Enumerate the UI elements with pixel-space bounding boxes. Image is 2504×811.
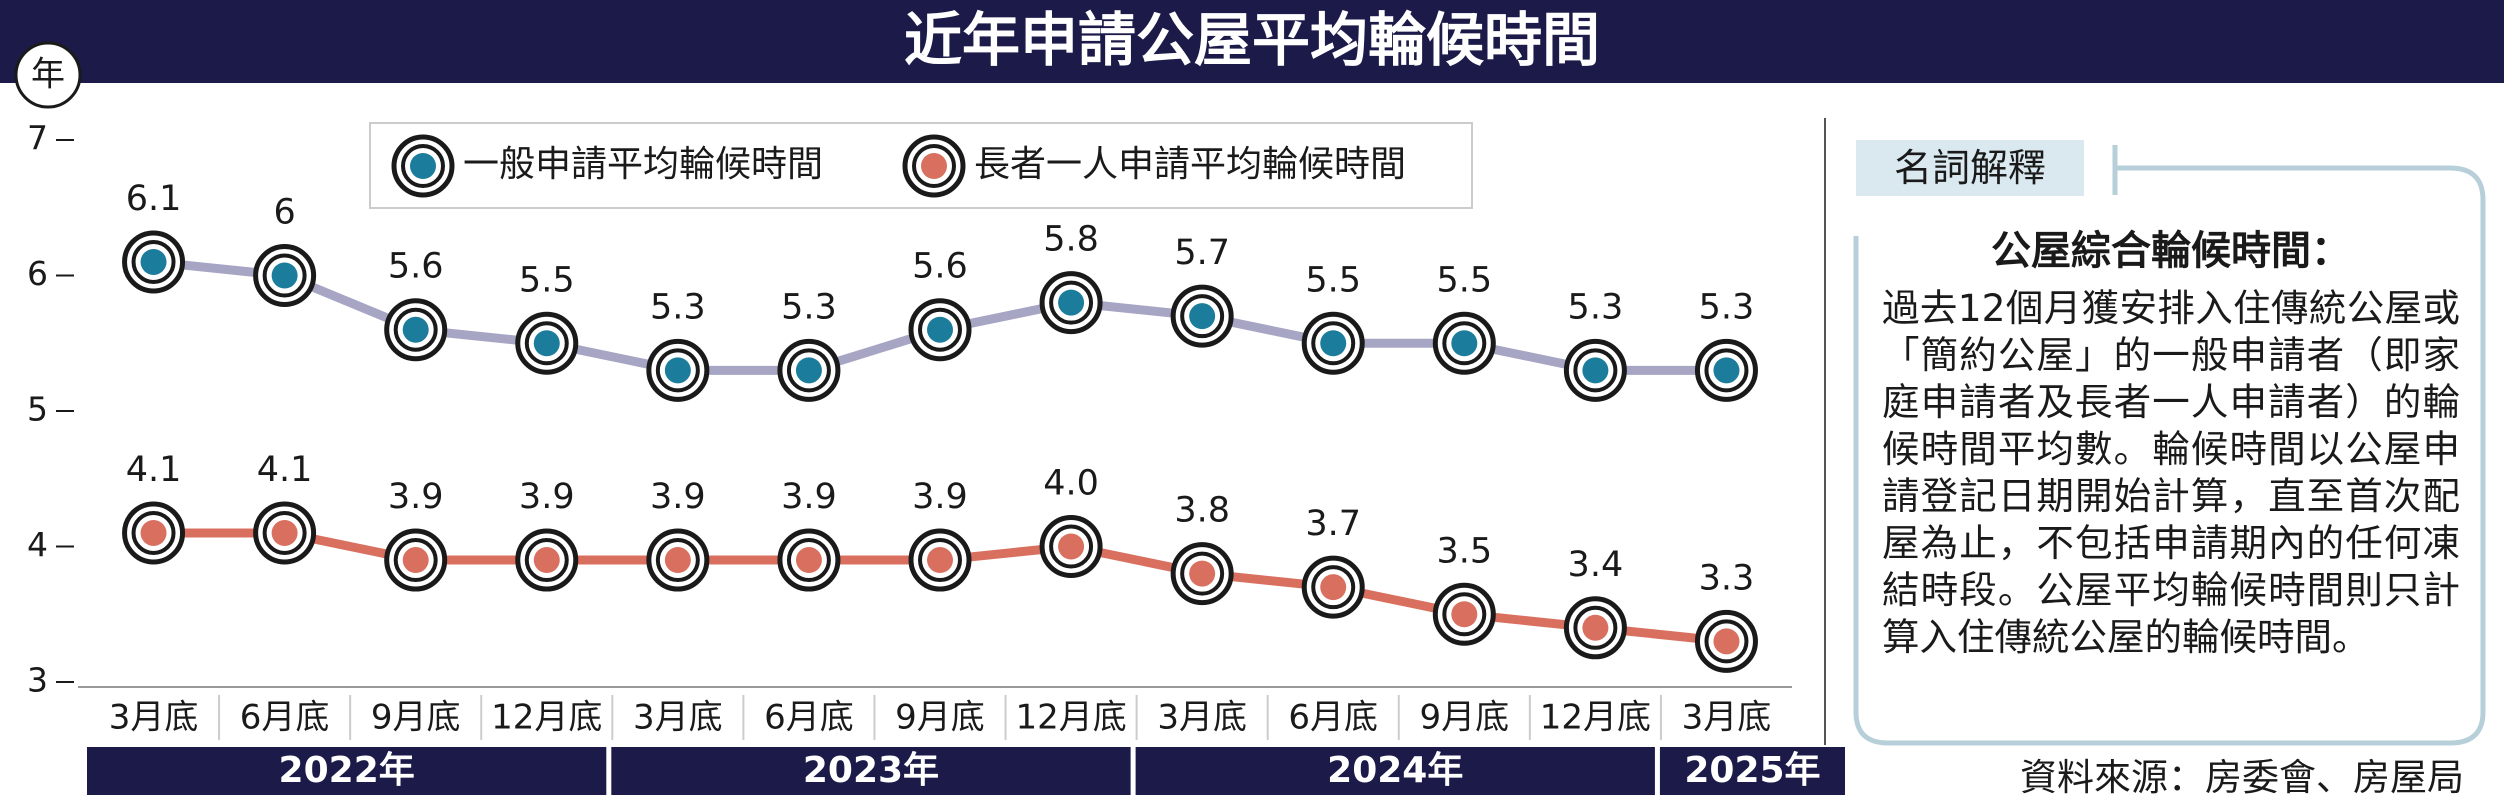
value-label: 3.9 — [781, 477, 837, 517]
value-label: 5.3 — [1699, 287, 1755, 327]
value-label: 3.5 — [1436, 531, 1492, 571]
glossary-body: 過去12個月獲安排入住傳統公屋或「簡約公屋」的一般申請者（即家庭申請者及長者一人… — [1882, 286, 2460, 659]
value-label: 3.8 — [1174, 491, 1230, 531]
value-label: 5.3 — [781, 287, 837, 327]
y-tick-label: 7 — [27, 119, 48, 158]
point-dot — [1713, 628, 1740, 655]
y-tick-label: 5 — [27, 390, 48, 429]
point-dot — [402, 316, 429, 343]
chart-title: 近年申請公屋平均輪候時間 — [904, 6, 1600, 74]
value-label: 3.9 — [650, 477, 706, 517]
year-label: 2024年 — [1327, 750, 1463, 791]
point-dot — [1582, 357, 1609, 384]
point-dot — [664, 547, 691, 574]
year-label: 2022年 — [279, 750, 415, 791]
value-label: 3.3 — [1699, 558, 1755, 598]
x-tick-label: 3月底 — [1157, 698, 1247, 738]
point-dot — [1320, 574, 1347, 601]
point-dot — [1713, 357, 1740, 384]
point-dot — [533, 330, 560, 357]
legend-label: 長者一人申請平均輪候時間 — [974, 144, 1406, 185]
y-axis-label: 年 — [31, 55, 65, 95]
y-tick-label: 6 — [27, 254, 48, 293]
value-label: 4.0 — [1043, 464, 1099, 504]
x-tick-label: 6月底 — [240, 698, 330, 738]
legend-marker-dot — [921, 153, 947, 179]
point-dot — [1582, 614, 1609, 641]
x-tick-label: 9月底 — [1419, 698, 1509, 738]
value-label: 5.6 — [388, 247, 444, 287]
value-label: 5.5 — [1305, 260, 1361, 300]
value-label: 5.5 — [1436, 260, 1492, 300]
x-tick-label: 9月底 — [895, 698, 985, 738]
x-tick-label: 12月底 — [491, 698, 602, 738]
x-tick-label: 6月底 — [764, 698, 854, 738]
value-label: 5.8 — [1043, 220, 1099, 260]
x-tick-label: 3月底 — [633, 698, 723, 738]
point-dot — [1189, 560, 1216, 587]
point-dot — [1451, 601, 1478, 628]
year-bar — [611, 747, 1131, 795]
point-dot — [795, 357, 822, 384]
y-unit-badge — [14, 41, 82, 109]
point-dot — [1451, 330, 1478, 357]
point-dot — [1058, 533, 1085, 560]
point-dot — [1058, 289, 1085, 316]
value-label: 5.5 — [519, 260, 575, 300]
value-label: 3.7 — [1305, 504, 1361, 544]
glossary-frame — [1853, 165, 2486, 746]
value-label: 3.9 — [912, 477, 968, 517]
value-label: 6.1 — [126, 179, 182, 219]
glossary-tag: 名詞解釋 — [1856, 140, 2084, 196]
value-label: 5.3 — [1568, 287, 1624, 327]
year-label: 2023年 — [803, 750, 939, 791]
point-dot — [1320, 330, 1347, 357]
value-label: 4.1 — [257, 450, 313, 490]
x-tick-label: 3月底 — [109, 698, 199, 738]
year-bar — [1135, 747, 1655, 795]
glossary-heading: 公屋綜合輪候時間： — [1991, 228, 2351, 274]
title-bar — [0, 0, 2504, 83]
year-label: 2025年 — [1684, 750, 1820, 791]
value-label: 3.4 — [1568, 545, 1624, 585]
year-bar — [87, 747, 607, 795]
value-label: 5.6 — [912, 247, 968, 287]
value-label: 4.1 — [126, 450, 182, 490]
x-tick-label: 12月底 — [1540, 698, 1651, 738]
legend-marker-dot — [410, 153, 436, 179]
point-dot — [271, 519, 298, 546]
value-label: 3.9 — [519, 477, 575, 517]
value-label: 6 — [273, 193, 295, 233]
x-tick-label: 6月底 — [1288, 698, 1378, 738]
year-bar — [1659, 747, 1845, 795]
point-dot — [927, 316, 953, 343]
point-dot — [664, 357, 691, 384]
point-dot — [795, 547, 822, 574]
point-dot — [927, 547, 953, 574]
y-tick-label: 3 — [27, 661, 48, 700]
y-tick-label: 4 — [27, 525, 48, 564]
value-label: 5.7 — [1174, 233, 1230, 273]
value-label: 3.9 — [388, 477, 444, 517]
legend-label: 一般申請平均輪候時間 — [463, 144, 823, 185]
point-dot — [140, 248, 167, 275]
point-dot — [402, 547, 429, 574]
point-dot — [271, 262, 298, 289]
value-label: 5.3 — [650, 287, 706, 327]
point-dot — [1189, 303, 1216, 330]
x-tick-label: 12月底 — [1015, 698, 1126, 738]
x-tick-label: 9月底 — [371, 698, 461, 738]
source: 資料來源：房委會、房屋局 — [2020, 756, 2464, 799]
x-tick-label: 3月底 — [1682, 698, 1772, 738]
point-dot — [533, 547, 560, 574]
point-dot — [140, 519, 167, 546]
